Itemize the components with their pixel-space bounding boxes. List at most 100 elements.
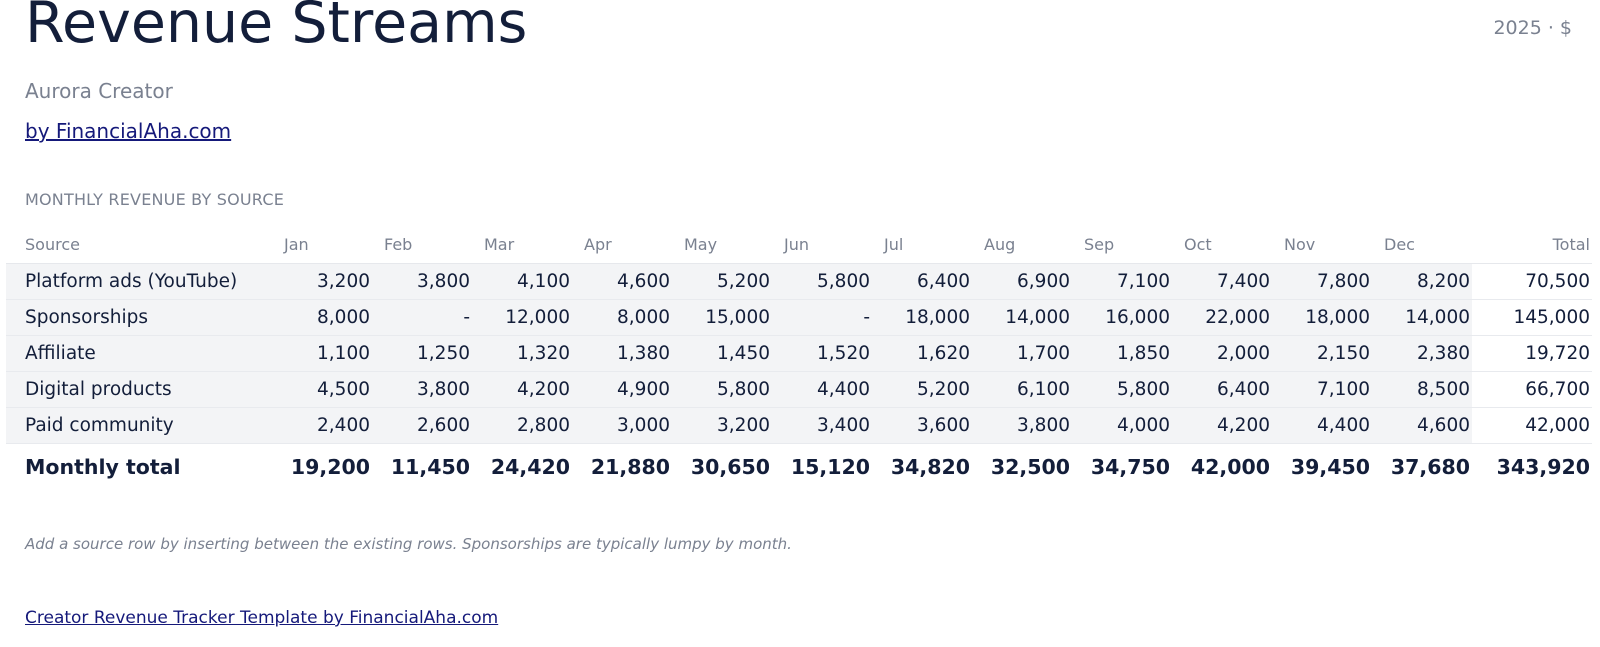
value-cell-jun: 1,520 [772, 335, 872, 372]
value-cell-nov: 7,800 [1272, 263, 1372, 300]
value-cell-nov: 7,100 [1272, 371, 1372, 408]
value-cell-oct: 7,400 [1172, 263, 1272, 300]
value-cell-dec: 8,200 [1372, 263, 1472, 300]
grand-total-cell: 343,920 [1472, 443, 1592, 490]
value-cell-aug: 3,800 [972, 407, 1072, 444]
table-row: Sponsorships 8,000-12,000 8,000 15,000-18,0… [6, 299, 1592, 336]
column-header-source: Source [6, 226, 272, 264]
value-cell-jul: 5,200 [872, 371, 972, 408]
source-cell: Affiliate [6, 335, 272, 372]
value-cell-jul: 18,000 [872, 299, 972, 336]
value-cell-jul: 1,620 [872, 335, 972, 372]
value-cell-jun: 4,400 [772, 371, 872, 408]
source-cell: Paid community [6, 407, 272, 444]
total-cell-dec: 37,680 [1372, 443, 1472, 490]
column-header-may: May [672, 226, 772, 264]
year-currency-label: 2025 · $ [1493, 17, 1572, 39]
value-cell-feb: 1,250 [372, 335, 472, 372]
value-cell-oct: 4,200 [1172, 407, 1272, 444]
value-cell-apr: 8,000 [572, 299, 672, 336]
page-title: Revenue Streams [25, 0, 528, 56]
table-row: Digital products 4,500 3,800 4,200 4,900 5,80… [6, 371, 1592, 408]
row-total-cell: 66,700 [1472, 371, 1592, 408]
value-cell-jan: 8,000 [272, 299, 372, 336]
total-cell-apr: 21,880 [572, 443, 672, 490]
value-cell-nov: 2,150 [1272, 335, 1372, 372]
value-cell-mar: 4,100 [472, 263, 572, 300]
value-cell-oct: 22,000 [1172, 299, 1272, 336]
value-cell-jan: 3,200 [272, 263, 372, 300]
value-cell-dec: 4,600 [1372, 407, 1472, 444]
value-cell-dec: 2,380 [1372, 335, 1472, 372]
total-cell-oct: 42,000 [1172, 443, 1272, 490]
value-cell-jul: 3,600 [872, 407, 972, 444]
total-cell-may: 30,650 [672, 443, 772, 490]
monthly-total-row: Monthly total 19,200 11,450 24,420 21,880 30,… [6, 443, 1592, 490]
revenue-table: Source Jan Feb Mar Apr May Jun Jul Aug S… [6, 226, 1592, 490]
value-cell-feb: 3,800 [372, 371, 472, 408]
value-cell-feb: 2,600 [372, 407, 472, 444]
value-cell-mar: 1,320 [472, 335, 572, 372]
value-cell-jun: - [772, 299, 872, 336]
column-header-jun: Jun [772, 226, 872, 264]
value-cell-oct: 6,400 [1172, 371, 1272, 408]
total-cell-jun: 15,120 [772, 443, 872, 490]
value-cell-may: 5,200 [672, 263, 772, 300]
total-cell-aug: 32,500 [972, 443, 1072, 490]
column-header-total: Total [1472, 226, 1592, 264]
value-cell-sep: 1,850 [1072, 335, 1172, 372]
value-cell-nov: 4,400 [1272, 407, 1372, 444]
value-cell-mar: 12,000 [472, 299, 572, 336]
footer-template-link[interactable]: Creator Revenue Tracker Template by Fina… [25, 608, 499, 628]
value-cell-apr: 3,000 [572, 407, 672, 444]
section-label: MONTHLY REVENUE BY SOURCE [25, 190, 284, 209]
value-cell-sep: 16,000 [1072, 299, 1172, 336]
column-header-oct: Oct [1172, 226, 1272, 264]
value-cell-dec: 8,500 [1372, 371, 1472, 408]
value-cell-dec: 14,000 [1372, 299, 1472, 336]
value-cell-may: 1,450 [672, 335, 772, 372]
value-cell-aug: 1,700 [972, 335, 1072, 372]
column-header-aug: Aug [972, 226, 1072, 264]
value-cell-may: 15,000 [672, 299, 772, 336]
column-header-dec: Dec [1372, 226, 1472, 264]
value-cell-jul: 6,400 [872, 263, 972, 300]
value-cell-oct: 2,000 [1172, 335, 1272, 372]
column-header-apr: Apr [572, 226, 672, 264]
row-total-cell: 145,000 [1472, 299, 1592, 336]
value-cell-nov: 18,000 [1272, 299, 1372, 336]
value-cell-apr: 1,380 [572, 335, 672, 372]
value-cell-feb: - [372, 299, 472, 336]
source-cell: Sponsorships [6, 299, 272, 336]
creator-name: Aurora Creator [25, 79, 173, 103]
value-cell-aug: 6,100 [972, 371, 1072, 408]
value-cell-may: 3,200 [672, 407, 772, 444]
row-total-cell: 70,500 [1472, 263, 1592, 300]
column-header-mar: Mar [472, 226, 572, 264]
total-cell-jan: 19,200 [272, 443, 372, 490]
table-note: Add a source row by inserting between th… [25, 535, 792, 553]
total-label-cell: Monthly total [6, 443, 272, 490]
table-row: Paid community 2,400 2,600 2,800 3,000 3,200 3… [6, 407, 1592, 444]
total-cell-sep: 34,750 [1072, 443, 1172, 490]
value-cell-sep: 5,800 [1072, 371, 1172, 408]
value-cell-jan: 1,100 [272, 335, 372, 372]
value-cell-sep: 4,000 [1072, 407, 1172, 444]
table-row: Affiliate 1,100 1,250 1,320 1,380 1,450 1,520 1… [6, 335, 1592, 372]
value-cell-mar: 2,800 [472, 407, 572, 444]
table-row: Platform ads (YouTube) 3,200 3,800 4,100 4,6… [6, 263, 1592, 300]
value-cell-jun: 5,800 [772, 263, 872, 300]
value-cell-apr: 4,600 [572, 263, 672, 300]
value-cell-apr: 4,900 [572, 371, 672, 408]
source-cell: Digital products [6, 371, 272, 408]
row-total-cell: 42,000 [1472, 407, 1592, 444]
total-cell-mar: 24,420 [472, 443, 572, 490]
value-cell-may: 5,800 [672, 371, 772, 408]
value-cell-aug: 14,000 [972, 299, 1072, 336]
value-cell-sep: 7,100 [1072, 263, 1172, 300]
value-cell-feb: 3,800 [372, 263, 472, 300]
byline-link[interactable]: by FinancialAha.com [25, 119, 232, 143]
value-cell-jan: 4,500 [272, 371, 372, 408]
value-cell-aug: 6,900 [972, 263, 1072, 300]
total-cell-jul: 34,820 [872, 443, 972, 490]
